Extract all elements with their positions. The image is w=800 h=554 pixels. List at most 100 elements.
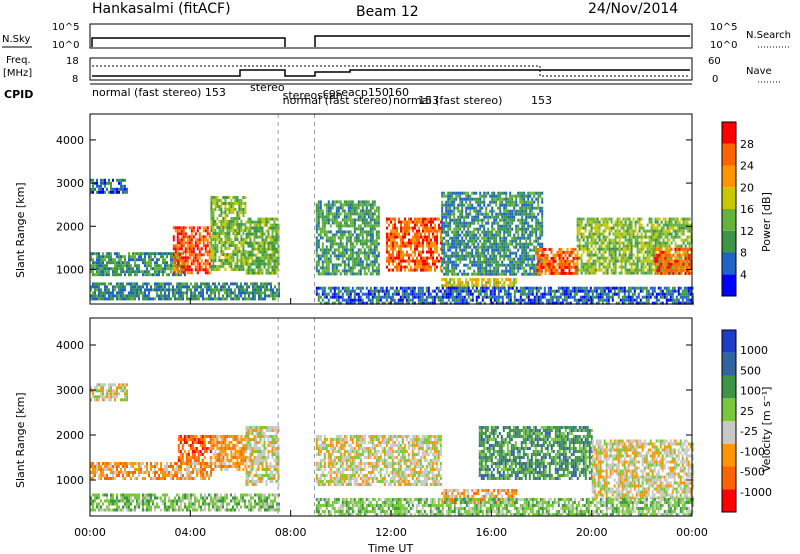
- data-cell: [363, 221, 366, 225]
- data-cell: [134, 270, 136, 274]
- data-cell: [251, 271, 254, 275]
- data-cell: [513, 206, 516, 210]
- data-cell: [640, 226, 643, 230]
- data-cell: [674, 262, 677, 266]
- data-cell: [586, 235, 589, 239]
- data-cell: [682, 262, 685, 266]
- data-cell: [369, 221, 372, 225]
- data-cell: [375, 224, 378, 228]
- data-cell: [505, 191, 508, 195]
- data-cell: [523, 200, 526, 204]
- data-cell: [398, 256, 400, 260]
- data-cell: [174, 253, 177, 257]
- data-cell: [375, 215, 378, 219]
- data-cell: [353, 224, 356, 228]
- data-cell: [511, 257, 514, 261]
- data-cell: [479, 272, 482, 276]
- data-cell: [521, 218, 524, 222]
- data-cell: [220, 262, 223, 265]
- data-cell: [337, 295, 340, 299]
- data-cell: [515, 278, 518, 282]
- data-cell: [262, 297, 264, 301]
- data-cell: [367, 230, 370, 234]
- data-cell: [200, 253, 203, 257]
- data-cell: [443, 221, 446, 225]
- data-cell: [275, 247, 278, 251]
- data-cell: [371, 206, 374, 210]
- data-cell: [453, 269, 456, 273]
- data-cell: [220, 205, 223, 208]
- data-cell: [92, 297, 94, 301]
- data-cell: [654, 250, 657, 254]
- data-cell: [238, 291, 240, 295]
- data-cell: [335, 242, 338, 246]
- data-cell: [260, 285, 262, 289]
- data-cell: [527, 272, 530, 276]
- data-cell: [148, 261, 150, 265]
- data-cell: [414, 268, 416, 272]
- data-cell: [242, 297, 244, 301]
- data-cell: [461, 239, 464, 243]
- data-cell: [408, 232, 410, 236]
- data-cell: [341, 286, 344, 290]
- data-cell: [194, 268, 197, 272]
- data-cell: [160, 270, 162, 274]
- data-cell: [339, 206, 342, 210]
- data-cell: [331, 263, 334, 267]
- data-cell: [353, 227, 356, 231]
- data-cell: [650, 235, 653, 239]
- data-cell: [100, 282, 102, 286]
- data-cell: [244, 262, 247, 265]
- data-cell: [509, 203, 512, 207]
- data-cell: [273, 250, 276, 254]
- data-cell: [359, 203, 362, 207]
- data-cell: [341, 218, 344, 222]
- data-cell: [190, 241, 193, 245]
- data-cell: [176, 241, 179, 245]
- data-cell: [396, 226, 398, 230]
- data-cell: [670, 226, 673, 230]
- data-cell: [232, 217, 235, 220]
- data-cell: [355, 239, 358, 243]
- data-cell: [406, 229, 408, 233]
- data-cell: [434, 247, 436, 251]
- data-cell: [252, 297, 254, 301]
- data-cell: [136, 294, 138, 298]
- data-cell: [505, 218, 508, 222]
- data-cell: [558, 250, 561, 254]
- data-cell: [548, 268, 551, 272]
- data-cell: [186, 235, 189, 239]
- data-cell: [236, 217, 239, 220]
- data-cell: [489, 284, 492, 288]
- data-cell: [511, 203, 514, 207]
- data-cell: [259, 271, 262, 275]
- data-cell: [455, 221, 458, 225]
- data-cell: [652, 259, 655, 263]
- data-cell: [182, 291, 184, 295]
- data-cell: [122, 261, 124, 265]
- data-cell: [622, 265, 625, 269]
- data-cell: [485, 236, 488, 240]
- data-cell: [640, 244, 643, 248]
- data-cell: [361, 251, 364, 255]
- data-cell: [273, 217, 276, 221]
- data-cell: [686, 268, 689, 272]
- data-cell: [539, 242, 542, 246]
- data-cell: [394, 226, 396, 230]
- data-cell: [495, 272, 498, 276]
- data-cell: [491, 257, 494, 261]
- data-cell: [259, 262, 262, 266]
- data-cell: [475, 218, 478, 222]
- data-cell: [128, 294, 130, 298]
- data-cell: [166, 294, 168, 298]
- data-cell: [392, 262, 394, 266]
- data-cell: [190, 229, 193, 233]
- data-cell: [210, 256, 213, 259]
- data-cell: [267, 244, 270, 248]
- data-cell: [355, 218, 358, 222]
- data-cell: [477, 251, 480, 255]
- data-cell: [674, 244, 677, 248]
- data-cell: [367, 298, 370, 302]
- data-cell: [238, 208, 241, 211]
- data-cell: [261, 226, 264, 230]
